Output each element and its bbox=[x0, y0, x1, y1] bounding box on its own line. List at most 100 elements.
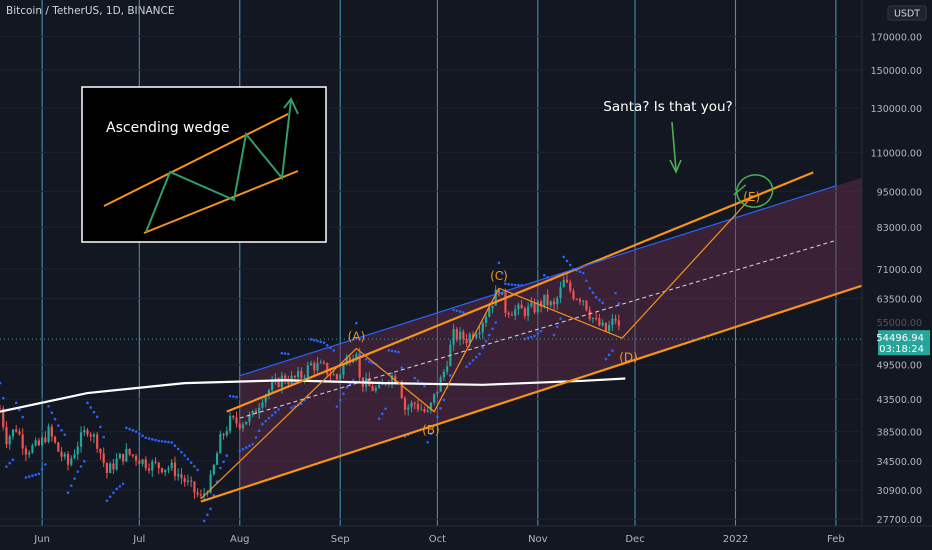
candle-body bbox=[151, 461, 154, 471]
sar-dot bbox=[325, 343, 329, 347]
sar-dot bbox=[607, 353, 611, 357]
price-tick-label: 43500.00 bbox=[877, 395, 922, 406]
sar-dot bbox=[462, 311, 465, 314]
sar-dot bbox=[5, 465, 8, 468]
currency-button[interactable] bbox=[887, 5, 927, 21]
candle-body bbox=[170, 462, 173, 469]
sar-dot bbox=[53, 417, 57, 421]
candle-body bbox=[462, 331, 465, 339]
candle-body bbox=[11, 429, 15, 437]
candle-body bbox=[24, 448, 28, 455]
sar-dot bbox=[335, 405, 339, 408]
sar-dot bbox=[193, 464, 196, 468]
sar-dot bbox=[244, 446, 248, 449]
channel-lower-line bbox=[200, 267, 915, 503]
sar-dot bbox=[47, 404, 50, 408]
sar-dot bbox=[86, 401, 89, 405]
candle-body bbox=[523, 308, 526, 316]
sar-dot bbox=[526, 336, 530, 340]
candle-body bbox=[313, 363, 316, 371]
sar-dot bbox=[267, 416, 271, 420]
sar-dot bbox=[471, 358, 475, 362]
sar-dot bbox=[449, 374, 452, 377]
candle-body bbox=[543, 294, 546, 307]
price-tick-label: 83000.00 bbox=[877, 223, 922, 234]
sar-dot bbox=[82, 460, 86, 463]
sar-dot bbox=[99, 425, 102, 429]
candle-body bbox=[420, 409, 423, 411]
sar-dot bbox=[413, 376, 417, 380]
sar-dot bbox=[248, 444, 251, 448]
candle-body bbox=[89, 434, 92, 437]
candle-body bbox=[601, 322, 604, 326]
price-tick-label: 130000.00 bbox=[871, 104, 922, 115]
candle-body bbox=[539, 301, 543, 307]
candle-body bbox=[527, 306, 530, 316]
sar-dot bbox=[270, 413, 274, 417]
time-tick-label: Aug bbox=[230, 534, 250, 545]
candle-body bbox=[164, 469, 167, 473]
candle-body bbox=[329, 374, 332, 376]
sar-dot bbox=[118, 484, 122, 488]
inset-panel bbox=[81, 86, 327, 243]
sar-dot bbox=[186, 457, 190, 461]
candle-body bbox=[180, 474, 183, 479]
candle-body bbox=[277, 378, 280, 387]
sar-dot bbox=[219, 466, 222, 470]
sar-dot bbox=[478, 352, 481, 356]
candle-body bbox=[8, 436, 11, 445]
candle-body bbox=[251, 410, 254, 415]
candle-body bbox=[371, 386, 374, 391]
sar-dot bbox=[578, 270, 582, 274]
candle-body bbox=[212, 464, 215, 475]
sar-dot bbox=[73, 477, 76, 480]
candle-body bbox=[569, 282, 572, 291]
sar-dot bbox=[377, 417, 381, 421]
candle-body bbox=[585, 300, 588, 311]
wave-label: (E) bbox=[743, 190, 760, 204]
candle-body bbox=[556, 297, 559, 305]
candle-body bbox=[468, 334, 471, 344]
sar-dot bbox=[108, 495, 112, 499]
candle-body bbox=[488, 308, 491, 317]
sar-dot bbox=[21, 415, 24, 419]
time-tick-label: Nov bbox=[528, 534, 548, 545]
candle-body bbox=[416, 403, 420, 410]
sar-dot bbox=[585, 279, 588, 282]
sar-dot bbox=[500, 272, 504, 275]
candle-body bbox=[471, 334, 475, 338]
candle-body bbox=[193, 481, 196, 493]
candle-body bbox=[559, 287, 562, 298]
sar-dot bbox=[31, 474, 34, 477]
candle-body bbox=[79, 432, 83, 447]
sar-dot bbox=[225, 454, 229, 457]
time-tick-label: Feb bbox=[827, 534, 845, 545]
candle-body bbox=[377, 384, 381, 388]
sar-dot bbox=[115, 487, 118, 491]
sar-dot bbox=[494, 321, 498, 324]
candle-body bbox=[186, 480, 190, 482]
candle-body bbox=[203, 493, 206, 496]
candle-body bbox=[407, 407, 410, 410]
candle-body bbox=[604, 322, 607, 332]
sar-dot bbox=[183, 454, 186, 457]
candle-body bbox=[154, 461, 157, 463]
candle-body bbox=[28, 452, 31, 455]
sar-dot bbox=[254, 436, 258, 439]
candle-body bbox=[520, 304, 523, 309]
candle-body bbox=[144, 459, 147, 469]
elliott-wave-path bbox=[200, 196, 753, 500]
candle-body bbox=[316, 363, 319, 371]
candle-body bbox=[578, 299, 582, 302]
sar-dot bbox=[390, 349, 394, 353]
sar-dot bbox=[89, 406, 93, 409]
candle-body bbox=[309, 363, 313, 366]
candle-body bbox=[53, 436, 57, 443]
sar-dot bbox=[11, 458, 15, 461]
sar-dot bbox=[0, 381, 2, 385]
candle-body bbox=[232, 416, 235, 418]
sar-dot bbox=[312, 338, 316, 342]
candle-body bbox=[355, 354, 358, 359]
candle-body bbox=[319, 362, 322, 364]
